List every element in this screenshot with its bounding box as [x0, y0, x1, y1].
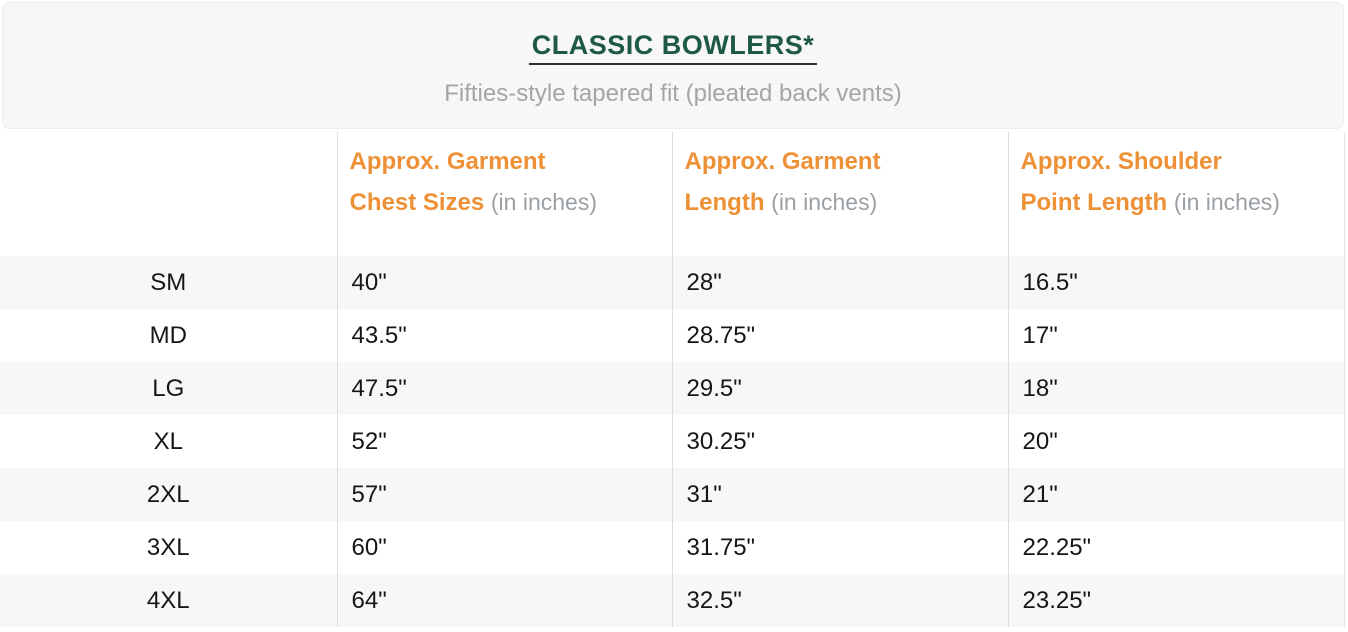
chart-header-band: CLASSIC BOWLERS* Fifties-style tapered f…: [2, 2, 1344, 129]
size-cell: 4XL: [146, 586, 190, 614]
size-cell: LG: [152, 374, 185, 402]
column-header-chest-label: Approx. Garment Chest Sizes: [349, 147, 546, 216]
column-header-chest: Approx. Garment Chest Sizes (in inches): [336, 132, 672, 256]
page-title-heading: CLASSIC BOWLERS*: [3, 3, 1343, 65]
table-row: MD 43.5" 28.75" 17": [0, 309, 1345, 362]
column-header-shoulder-unit: (in inches): [1173, 188, 1280, 215]
chest-cell: 52": [336, 415, 672, 468]
length-cell: 28.75": [671, 309, 1008, 362]
chest-cell: 47.5": [336, 362, 672, 415]
size-chart-header-row: Approx. Garment Chest Sizes (in inches) …: [0, 132, 1345, 256]
column-header-shoulder-label: Approx. Shoulder Point Length: [1020, 147, 1222, 216]
chest-cell: 40": [336, 256, 672, 309]
column-header-length-unit: (in inches): [771, 188, 878, 215]
table-row: 3XL 60" 31.75" 22.25": [0, 521, 1345, 574]
column-header-chest-unit: (in inches): [490, 188, 597, 215]
shoulder-cell: 22.25": [1007, 521, 1345, 574]
page-subtitle: Fifties-style tapered fit (pleated back …: [444, 80, 902, 107]
size-chart-table: Approx. Garment Chest Sizes (in inches) …: [0, 132, 1345, 627]
column-header-length: Approx. Garment Length (in inches): [671, 132, 1008, 256]
size-cell: 3XL: [146, 533, 190, 561]
page-title: CLASSIC BOWLERS*: [528, 30, 818, 65]
shoulder-cell: 21": [1007, 468, 1345, 521]
column-header-size: [0, 132, 337, 256]
size-cell: MD: [149, 321, 187, 349]
table-row: SM 40" 28" 16.5": [0, 256, 1345, 309]
length-cell: 31": [671, 468, 1008, 521]
shoulder-cell: 16.5": [1007, 256, 1345, 309]
shoulder-cell: 17": [1007, 309, 1345, 362]
chest-cell: 43.5": [336, 309, 672, 362]
chest-cell: 60": [336, 521, 672, 574]
chest-cell: 64": [336, 574, 672, 627]
length-cell: 28": [671, 256, 1008, 309]
table-row: XL 52" 30.25" 20": [0, 415, 1345, 468]
length-cell: 32.5": [671, 574, 1008, 627]
length-cell: 30.25": [671, 415, 1008, 468]
size-cell: XL: [153, 427, 183, 455]
column-header-length-label: Approx. Garment Length: [684, 147, 881, 216]
table-row: 4XL 64" 32.5" 23.25": [0, 574, 1345, 627]
length-cell: 31.75": [671, 521, 1008, 574]
length-cell: 29.5": [671, 362, 1008, 415]
size-cell: SM: [150, 268, 187, 296]
table-row: LG 47.5" 29.5" 18": [0, 362, 1345, 415]
chest-cell: 57": [336, 468, 672, 521]
shoulder-cell: 23.25": [1007, 574, 1345, 627]
column-header-shoulder: Approx. Shoulder Point Length (in inches…: [1007, 132, 1345, 256]
shoulder-cell: 18": [1007, 362, 1345, 415]
size-cell: 2XL: [146, 480, 190, 508]
shoulder-cell: 20": [1007, 415, 1345, 468]
table-row: 2XL 57" 31" 21": [0, 468, 1345, 521]
